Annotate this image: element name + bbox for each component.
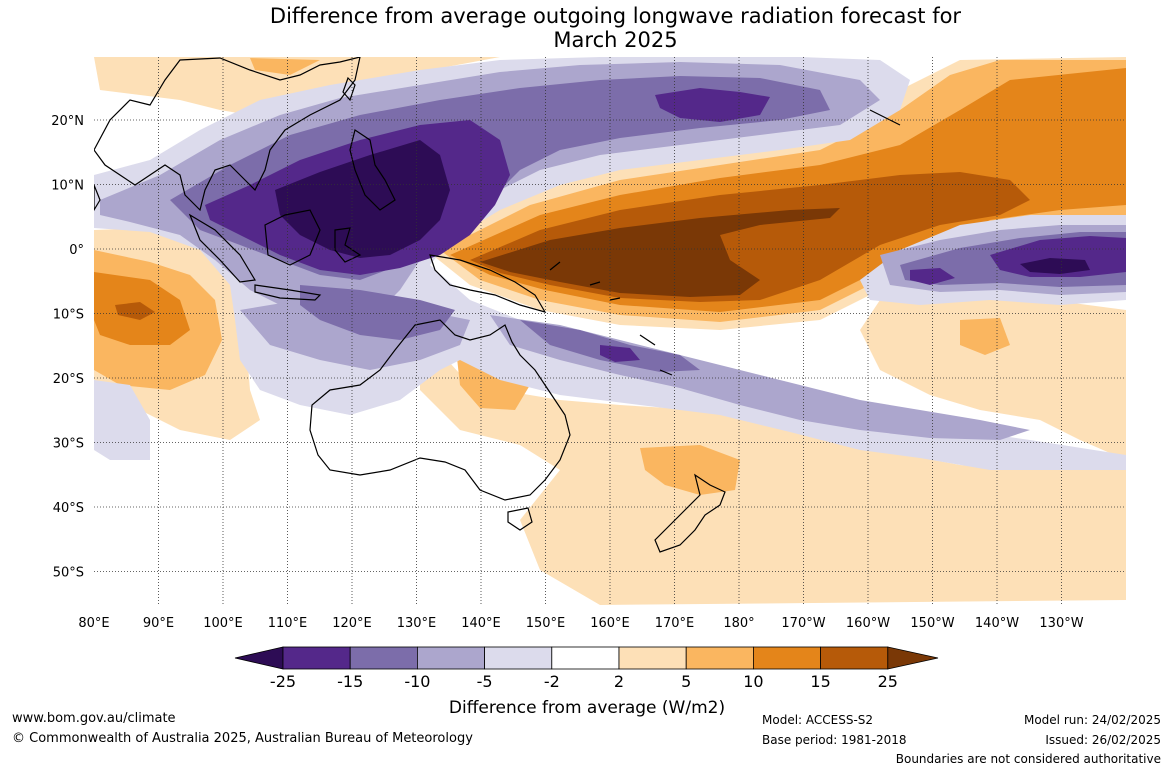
colorbar-extend-low bbox=[234, 646, 284, 670]
longitude-label: 170°E bbox=[655, 616, 695, 631]
positive-anomaly-regions bbox=[94, 57, 1126, 605]
longitude-label: 90°E bbox=[143, 616, 174, 631]
colorbar-swatch bbox=[753, 646, 822, 670]
colorbar-tick-label: 15 bbox=[810, 672, 830, 691]
colorbar-tick-label: 2 bbox=[614, 672, 624, 691]
coastlines bbox=[94, 57, 901, 553]
borneo-coast bbox=[264, 209, 321, 266]
latitude-label: 30°S bbox=[53, 437, 84, 452]
footer-model-run: Model run: 24/02/2025 bbox=[1023, 713, 1161, 727]
longitude-label: 110°E bbox=[268, 616, 308, 631]
taiwan-coast bbox=[342, 76, 356, 102]
footer-website[interactable]: www.bom.gov.au/climate bbox=[12, 711, 176, 726]
colorbar-tick-label: 5 bbox=[681, 672, 691, 691]
latitude-labels: 20°N 10°N 0° 10°S 20°S 30°S 40°S 50°S bbox=[51, 114, 84, 581]
latitude-label: 10°N bbox=[51, 179, 84, 194]
longitude-label: 160°E bbox=[590, 616, 630, 631]
colorbar-tick-label: -2 bbox=[544, 672, 560, 691]
new-guinea-coast bbox=[429, 254, 547, 313]
colorbar-tick-label: 10 bbox=[743, 672, 763, 691]
asia-mainland-coast bbox=[94, 57, 361, 212]
latitude-label: 10°S bbox=[53, 308, 84, 323]
latitude-label: 40°S bbox=[53, 501, 84, 516]
footer-disclaimer: Boundaries are not considered authoritat… bbox=[895, 752, 1161, 766]
longitude-label: 100°E bbox=[203, 616, 243, 631]
anomaly-field bbox=[94, 57, 1126, 605]
longitude-label: 150°E bbox=[526, 616, 566, 631]
colorbar-tick-label: -5 bbox=[477, 672, 493, 691]
latitude-label: 50°S bbox=[53, 566, 84, 581]
colorbar-swatch bbox=[820, 646, 889, 670]
sri-lanka-coast bbox=[94, 184, 101, 212]
colorbar-tick-label: -15 bbox=[337, 672, 363, 691]
title-line-2: March 2025 bbox=[553, 28, 678, 52]
sulawesi-coast bbox=[334, 227, 362, 263]
longitude-label: 150°W bbox=[910, 616, 954, 631]
colorbar-swatch bbox=[282, 646, 351, 670]
footer-model: Model: ACCESS-S2 bbox=[762, 713, 874, 727]
footer-copyright: © Commonwealth of Australia 2025, Austra… bbox=[12, 731, 473, 746]
longitude-label: 160°W bbox=[846, 616, 890, 631]
footer-issued: Issued: 26/02/2025 bbox=[1045, 733, 1161, 747]
longitude-label: 80°E bbox=[78, 616, 109, 631]
philippines-coast bbox=[349, 129, 396, 211]
longitude-label: 140°E bbox=[461, 616, 501, 631]
colorbar-tick-label: -10 bbox=[404, 672, 430, 691]
latitude-label: 0° bbox=[69, 243, 84, 258]
colorbar-swatch bbox=[349, 646, 418, 670]
longitude-label: 180° bbox=[723, 616, 754, 631]
footer-base-period: Base period: 1981-2018 bbox=[762, 733, 907, 747]
colorbar-swatch bbox=[685, 646, 754, 670]
longitude-label: 120°E bbox=[332, 616, 372, 631]
colorbar-tick-label: -25 bbox=[270, 672, 296, 691]
longitude-label: 170°W bbox=[781, 616, 825, 631]
longitude-label: 130°W bbox=[1039, 616, 1083, 631]
colorbar-label: Difference from average (W/m2) bbox=[449, 698, 725, 718]
sumatra-coast bbox=[188, 213, 256, 283]
australia-coast bbox=[309, 319, 571, 501]
colorbar-tick-label: 25 bbox=[878, 672, 898, 691]
latitude-label: 20°N bbox=[51, 114, 84, 129]
tasmania-coast bbox=[507, 507, 533, 531]
chart-title: Difference from average outgoing longwav… bbox=[0, 4, 1173, 52]
new-zealand-coast bbox=[654, 473, 726, 553]
longitude-labels: 80°E 90°E 100°E 110°E 120°E 130°E 140°E 150°E 16… bbox=[78, 616, 1083, 631]
colorbar: -25 -15 -10 -5 -2 2 5 10 15 25 bbox=[234, 646, 939, 691]
colorbar-swatch bbox=[416, 646, 485, 670]
java-coast bbox=[254, 284, 322, 301]
colorbar-swatch bbox=[484, 646, 553, 670]
longitude-label: 140°W bbox=[975, 616, 1019, 631]
latitude-label: 20°S bbox=[53, 372, 84, 387]
map-gridlines bbox=[94, 57, 1126, 605]
colorbar-swatch bbox=[551, 646, 620, 670]
longitude-label: 130°E bbox=[397, 616, 437, 631]
title-line-1: Difference from average outgoing longwav… bbox=[269, 4, 962, 28]
colorbar-swatch bbox=[618, 646, 687, 670]
colorbar-extend-high bbox=[887, 646, 939, 670]
